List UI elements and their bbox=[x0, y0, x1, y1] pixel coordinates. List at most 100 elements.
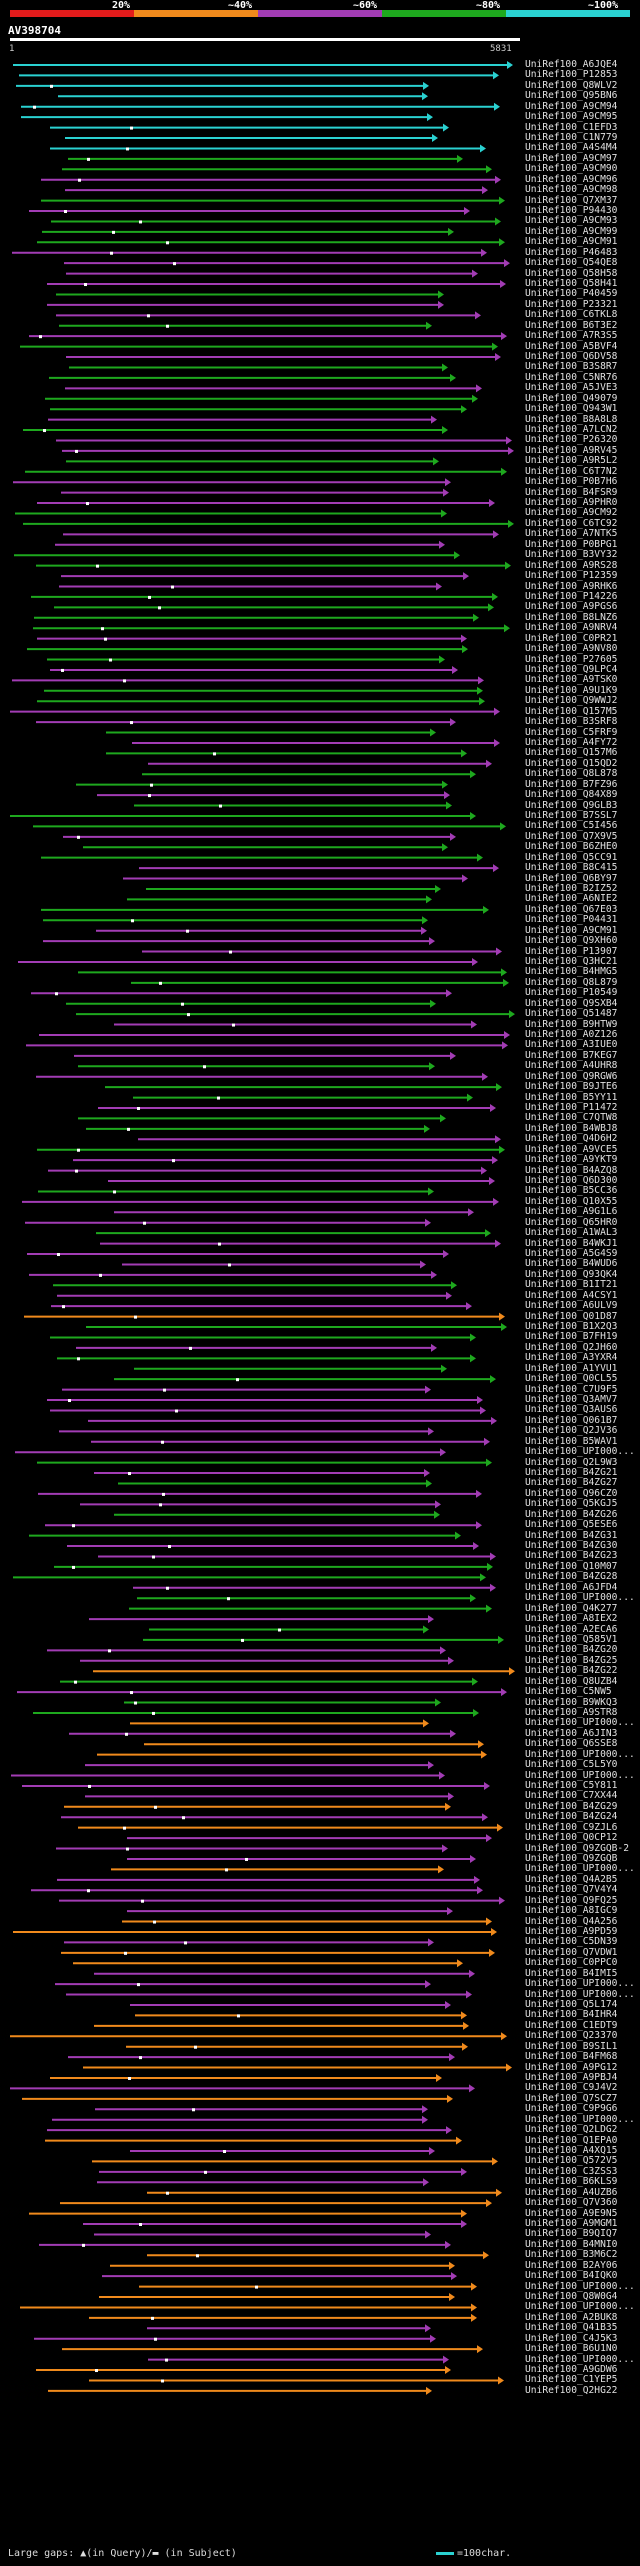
hit-label[interactable]: UniRef100_A9GDW6 bbox=[525, 2364, 618, 2376]
hit-label[interactable]: UniRef100_Q10M07 bbox=[525, 1560, 618, 1572]
hit-label[interactable]: UniRef100_C7XX44 bbox=[525, 1790, 618, 1802]
hit-label[interactable]: UniRef100_C5NR76 bbox=[525, 371, 618, 383]
hit-label[interactable]: UniRef100_B7SSL7 bbox=[525, 809, 618, 821]
hit-label[interactable]: UniRef100_Q58H41 bbox=[525, 278, 618, 290]
hit-label[interactable]: UniRef100_Q9XH60 bbox=[525, 935, 618, 947]
hit-label[interactable]: UniRef100_B5WAV1 bbox=[525, 1435, 618, 1447]
hit-label[interactable]: UniRef100_B9QIQ7 bbox=[525, 2228, 618, 2240]
hit-label[interactable]: UniRef100_Q3AUS6 bbox=[525, 1404, 618, 1416]
hit-label[interactable]: UniRef100_B4ZG21 bbox=[525, 1467, 618, 1479]
hit-label[interactable]: UniRef100_Q54QE8 bbox=[525, 257, 618, 269]
hit-label[interactable]: UniRef100_Q67E03 bbox=[525, 903, 618, 915]
hit-label[interactable]: UniRef100_A4FY72 bbox=[525, 736, 618, 748]
hit-label[interactable]: UniRef100_Q2HG22 bbox=[525, 2384, 618, 2396]
hit-label[interactable]: UniRef100_P23321 bbox=[525, 298, 618, 310]
hit-label[interactable]: UniRef100_B3VY32 bbox=[525, 549, 618, 561]
hit-label[interactable]: UniRef100_A9CM91 bbox=[525, 924, 618, 936]
hit-label[interactable]: UniRef100_A9MGM1 bbox=[525, 2218, 618, 2229]
hit-label[interactable]: UniRef100_B4ZG27 bbox=[525, 1477, 618, 1489]
hit-label[interactable]: UniRef100_A3YXR4 bbox=[525, 1352, 618, 1364]
hit-label[interactable]: UniRef100_A7NTK5 bbox=[525, 528, 618, 540]
hit-label[interactable]: UniRef100_C1YEP5 bbox=[525, 2374, 618, 2386]
hit-label[interactable]: UniRef100_Q3AMV7 bbox=[525, 1394, 618, 1406]
hit-label[interactable]: UniRef100_B4ZG24 bbox=[525, 1811, 618, 1823]
hit-label[interactable]: UniRef100_P14226 bbox=[525, 590, 618, 602]
hit-label[interactable]: UniRef100_Q0CP12 bbox=[525, 1832, 618, 1844]
hit-label[interactable]: UniRef100_P26320 bbox=[525, 434, 618, 446]
hit-label[interactable]: UniRef100_Q8WLV2 bbox=[525, 79, 618, 91]
hit-label[interactable]: UniRef100_C6T7N2 bbox=[525, 465, 618, 477]
hit-label[interactable]: UniRef100_Q4A2B5 bbox=[525, 1873, 618, 1885]
hit-label[interactable]: UniRef100_B4FSR9 bbox=[525, 486, 618, 498]
hit-label[interactable]: UniRef100_C0PR21 bbox=[525, 632, 618, 644]
hit-label[interactable]: UniRef100_UPI000... bbox=[525, 2113, 635, 2125]
hit-label[interactable]: UniRef100_A6JFD4 bbox=[525, 1581, 618, 1593]
hit-label[interactable]: UniRef100_B1IT21 bbox=[525, 1279, 618, 1291]
hit-label[interactable]: UniRef100_A2ECA6 bbox=[525, 1623, 618, 1635]
hit-label[interactable]: UniRef100_A4S4M4 bbox=[525, 142, 618, 154]
hit-label[interactable]: UniRef100_C5DN39 bbox=[525, 1936, 618, 1948]
hit-label[interactable]: UniRef100_C5L5Y0 bbox=[525, 1759, 618, 1771]
hit-label[interactable]: UniRef100_Q65HR0 bbox=[525, 1216, 618, 1228]
hit-label[interactable]: UniRef100_B3M6C2 bbox=[525, 2249, 618, 2261]
hit-label[interactable]: UniRef100_B4MNI0 bbox=[525, 2238, 618, 2250]
hit-label[interactable]: UniRef100_C7QTW8 bbox=[525, 1112, 618, 1124]
hit-label[interactable]: UniRef100_P12359 bbox=[525, 570, 618, 582]
hit-label[interactable]: UniRef100_A0Z126 bbox=[525, 1028, 618, 1040]
hit-label[interactable]: UniRef100_B4ZG20 bbox=[525, 1644, 618, 1656]
hit-label[interactable]: UniRef100_Q15QD2 bbox=[525, 757, 618, 769]
hit-label[interactable]: UniRef100_Q41B35 bbox=[525, 2322, 618, 2334]
hit-label[interactable]: UniRef100_Q7X9V5 bbox=[525, 830, 618, 842]
hit-label[interactable]: UniRef100_A9CM99 bbox=[525, 225, 618, 237]
hit-label[interactable]: UniRef100_A8IEX2 bbox=[525, 1613, 618, 1625]
hit-label[interactable]: UniRef100_B4HMG5 bbox=[525, 966, 618, 978]
hit-label[interactable]: UniRef100_Q6BY97 bbox=[525, 872, 618, 884]
hit-label[interactable]: UniRef100_C6TKL8 bbox=[525, 309, 618, 321]
hit-label[interactable]: UniRef100_B4WKJ1 bbox=[525, 1237, 618, 1249]
hit-label[interactable]: UniRef100_Q23370 bbox=[525, 2030, 618, 2042]
hit-label[interactable]: UniRef100_B4WBJ8 bbox=[525, 1122, 618, 1134]
hit-label[interactable]: UniRef100_A9STR8 bbox=[525, 1706, 618, 1718]
hit-label[interactable]: UniRef100_A9NRV4 bbox=[525, 622, 618, 634]
hit-label[interactable]: UniRef100_Q10X55 bbox=[525, 1195, 618, 1207]
hit-label[interactable]: UniRef100_A9PD59 bbox=[525, 1925, 618, 1937]
hit-label[interactable]: UniRef100_Q6D300 bbox=[525, 1175, 618, 1186]
hit-label[interactable]: UniRef100_UPI000... bbox=[525, 1988, 635, 2000]
hit-label[interactable]: UniRef100_Q9LPC4 bbox=[525, 663, 618, 675]
hit-label[interactable]: UniRef100_B5YY11 bbox=[525, 1091, 618, 1103]
hit-label[interactable]: UniRef100_A9VCE5 bbox=[525, 1143, 618, 1155]
hit-label[interactable]: UniRef100_UPI000... bbox=[525, 1446, 635, 1458]
hit-label[interactable]: UniRef100_Q6DV58 bbox=[525, 351, 618, 363]
hit-label[interactable]: UniRef100_A4UHR8 bbox=[525, 1060, 618, 1072]
hit-label[interactable]: UniRef100_Q5KGJ5 bbox=[525, 1498, 618, 1510]
hit-label[interactable]: UniRef100_Q84X89 bbox=[525, 789, 618, 801]
hit-label[interactable]: UniRef100_Q9WWJ2 bbox=[525, 695, 618, 707]
hit-label[interactable]: UniRef100_P94430 bbox=[525, 205, 618, 217]
hit-label[interactable]: UniRef100_B3S8R7 bbox=[525, 361, 618, 373]
hit-label[interactable]: UniRef100_Q7V360 bbox=[525, 2197, 618, 2209]
hit-label[interactable]: UniRef100_B4IQK0 bbox=[525, 2270, 618, 2282]
hit-label[interactable]: UniRef100_A5BVF4 bbox=[525, 340, 618, 352]
hit-label[interactable]: UniRef100_Q01D87 bbox=[525, 1310, 618, 1322]
hit-label[interactable]: UniRef100_A9CM97 bbox=[525, 152, 618, 164]
hit-label[interactable]: UniRef100_A9CM92 bbox=[525, 507, 618, 519]
hit-label[interactable]: UniRef100_Q2JH60 bbox=[525, 1341, 618, 1353]
hit-label[interactable]: UniRef100_A9CM98 bbox=[525, 184, 618, 196]
hit-label[interactable]: UniRef100_C5NW5 bbox=[525, 1686, 612, 1698]
hit-label[interactable]: UniRef100_Q157M5 bbox=[525, 705, 618, 717]
hit-label[interactable]: UniRef100_Q061B7 bbox=[525, 1414, 618, 1426]
hit-label[interactable]: UniRef100_Q1EPA0 bbox=[525, 2134, 618, 2146]
hit-label[interactable]: UniRef100_C9ZJL6 bbox=[525, 1821, 618, 1833]
hit-label[interactable]: UniRef100_C9J4V2 bbox=[525, 2082, 618, 2094]
hit-label[interactable]: UniRef100_A4CSY1 bbox=[525, 1289, 618, 1301]
hit-label[interactable]: UniRef100_Q9FQ25 bbox=[525, 1894, 618, 1906]
hit-label[interactable]: UniRef100_Q585V1 bbox=[525, 1633, 618, 1645]
hit-label[interactable]: UniRef100_Q96CZ0 bbox=[525, 1487, 618, 1499]
hit-label[interactable]: UniRef100_A6JIN3 bbox=[525, 1727, 618, 1739]
hit-label[interactable]: UniRef100_A5JVE3 bbox=[525, 382, 618, 394]
hit-label[interactable]: UniRef100_B6T3E2 bbox=[525, 319, 618, 331]
hit-label[interactable]: UniRef100_Q2LDG2 bbox=[525, 2124, 618, 2136]
hit-label[interactable]: UniRef100_P04431 bbox=[525, 914, 618, 926]
hit-label[interactable]: UniRef100_A1WAL3 bbox=[525, 1227, 618, 1239]
hit-label[interactable]: UniRef100_B4IHR4 bbox=[525, 2009, 618, 2021]
